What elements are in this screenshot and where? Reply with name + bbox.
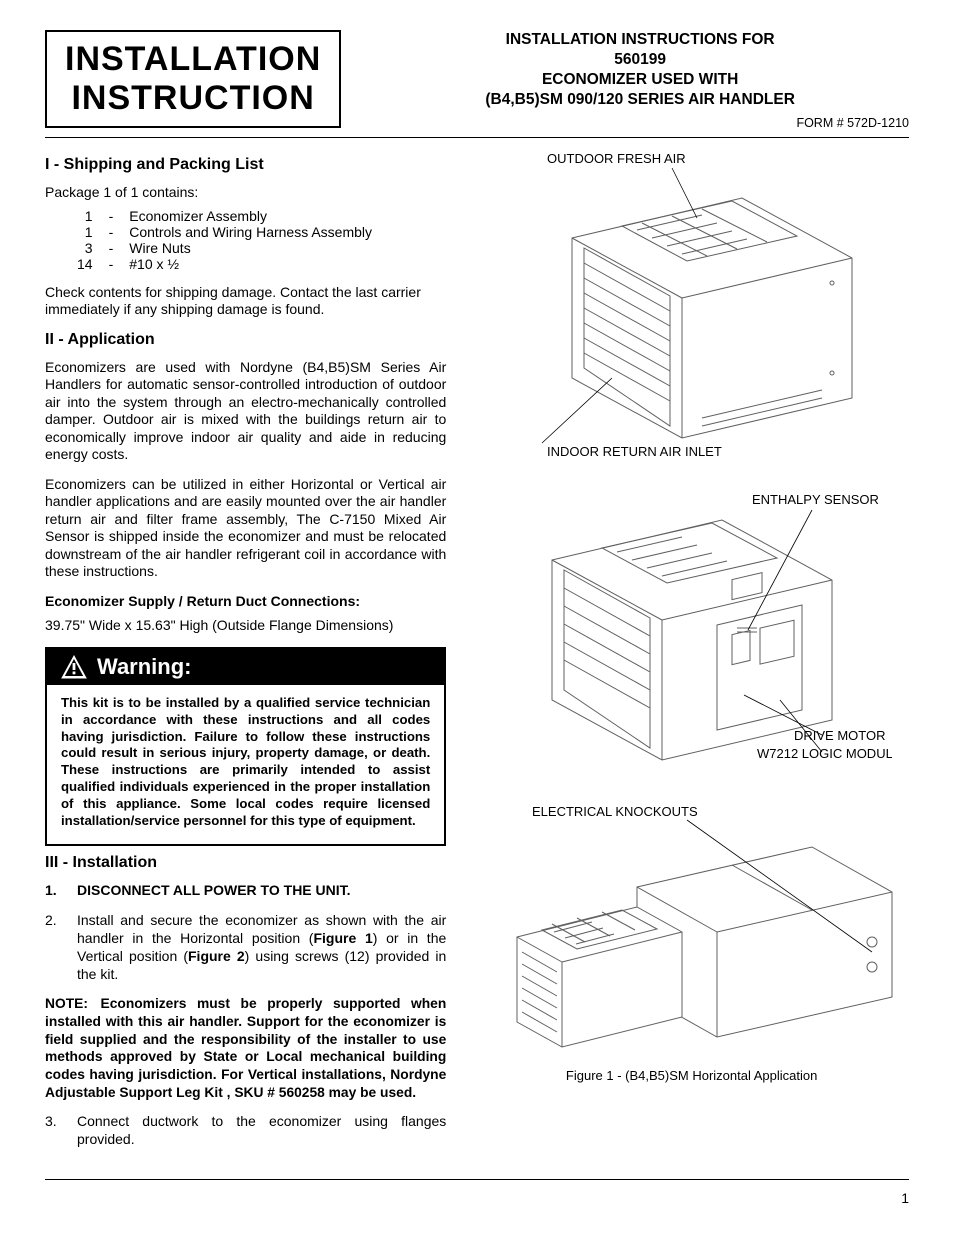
document-header: INSTALLATION INSTRUCTION INSTALLATION IN… (45, 30, 909, 138)
right-column: OUTDOOR FRESH AIR INDOOR RETURN AIR INLE… (474, 148, 909, 1161)
warning-header: Warning: (47, 649, 444, 685)
label-outdoor: OUTDOOR FRESH AIR (547, 151, 686, 166)
left-column: I - Shipping and Packing List Package 1 … (45, 148, 446, 1161)
header-r1: INSTALLATION INSTRUCTIONS FOR (371, 30, 909, 50)
economizer-horizontal-drawing: ELECTRICAL KNOCKOUTS (482, 802, 902, 1062)
package-intro: Package 1 of 1 contains: (45, 184, 446, 200)
figure-top: OUTDOOR FRESH AIR INDOOR RETURN AIR INLE… (474, 148, 909, 458)
warning-body: This kit is to be installed by a qualifi… (47, 685, 444, 844)
header-r2: 560199 (371, 50, 909, 70)
duct-heading: Economizer Supply / Return Duct Connecti… (45, 593, 446, 609)
main-columns: I - Shipping and Packing List Package 1 … (45, 148, 909, 1180)
title-line-2: INSTRUCTION (65, 79, 321, 118)
figure-1-caption: Figure 1 - (B4,B5)SM Horizontal Applicat… (474, 1068, 909, 1083)
step-2: 2. Install and secure the economizer as … (45, 912, 446, 984)
header-r3: ECONOMIZER USED WITH (371, 70, 909, 90)
title-line-1: INSTALLATION (65, 40, 321, 79)
packing-row: 3-Wire Nuts (69, 240, 380, 256)
application-p1: Economizers are used with Nordyne (B4,B5… (45, 359, 446, 464)
warning-title: Warning: (97, 654, 192, 680)
label-indoor: INDOOR RETURN AIR INLET (547, 444, 722, 458)
label-knockouts: ELECTRICAL KNOCKOUTS (532, 804, 698, 819)
section-2-heading: II - Application (45, 331, 446, 349)
warning-box: Warning: This kit is to be installed by … (45, 647, 446, 846)
packing-row: 14-#10 x ½ (69, 256, 380, 272)
step-3: 3. Connect ductwork to the economizer us… (45, 1113, 446, 1149)
label-enthalpy: ENTHALPY SENSOR (752, 492, 879, 507)
label-drive: DRIVE MOTOR (794, 728, 886, 743)
installation-steps: 1. DISCONNECT ALL POWER TO THE UNIT. 2. … (45, 882, 446, 984)
step-1: 1. DISCONNECT ALL POWER TO THE UNIT. (45, 882, 446, 900)
installation-steps-cont: 3. Connect ductwork to the economizer us… (45, 1113, 446, 1149)
duct-dimensions: 39.75" Wide x 15.63" High (Outside Flang… (45, 617, 446, 633)
section-3-heading: III - Installation (45, 854, 446, 872)
packing-list: 1-Economizer Assembly 1-Controls and Wir… (69, 208, 380, 272)
title-box: INSTALLATION INSTRUCTION (45, 30, 341, 128)
economizer-middle-drawing: ENTHALPY SENSOR DRIVE MOTOR W7212 LOGIC … (492, 480, 892, 780)
figure-middle: ENTHALPY SENSOR DRIVE MOTOR W7212 LOGIC … (474, 480, 909, 780)
installation-note: NOTE: Economizers must be properly suppo… (45, 995, 446, 1101)
figure-1: ELECTRICAL KNOCKOUTS Figure 1 - (B4,B5)S… (474, 802, 909, 1083)
economizer-top-drawing: OUTDOOR FRESH AIR INDOOR RETURN AIR INLE… (492, 148, 892, 458)
header-right: INSTALLATION INSTRUCTIONS FOR 560199 ECO… (371, 30, 909, 131)
section-1-heading: I - Shipping and Packing List (45, 156, 446, 174)
page-number: 1 (45, 1190, 909, 1206)
shipping-check-text: Check contents for shipping damage. Cont… (45, 284, 446, 319)
application-p2: Economizers can be utilized in either Ho… (45, 476, 446, 581)
packing-row: 1-Economizer Assembly (69, 208, 380, 224)
step-2-body: Install and secure the economizer as sho… (77, 912, 446, 984)
packing-row: 1-Controls and Wiring Harness Assembly (69, 224, 380, 240)
label-logic: W7212 LOGIC MODULE (757, 746, 892, 761)
warning-triangle-icon (61, 655, 87, 679)
form-number: FORM # 572D-1210 (371, 115, 909, 131)
header-r4: (B4,B5)SM 090/120 SERIES AIR HANDLER (371, 90, 909, 110)
